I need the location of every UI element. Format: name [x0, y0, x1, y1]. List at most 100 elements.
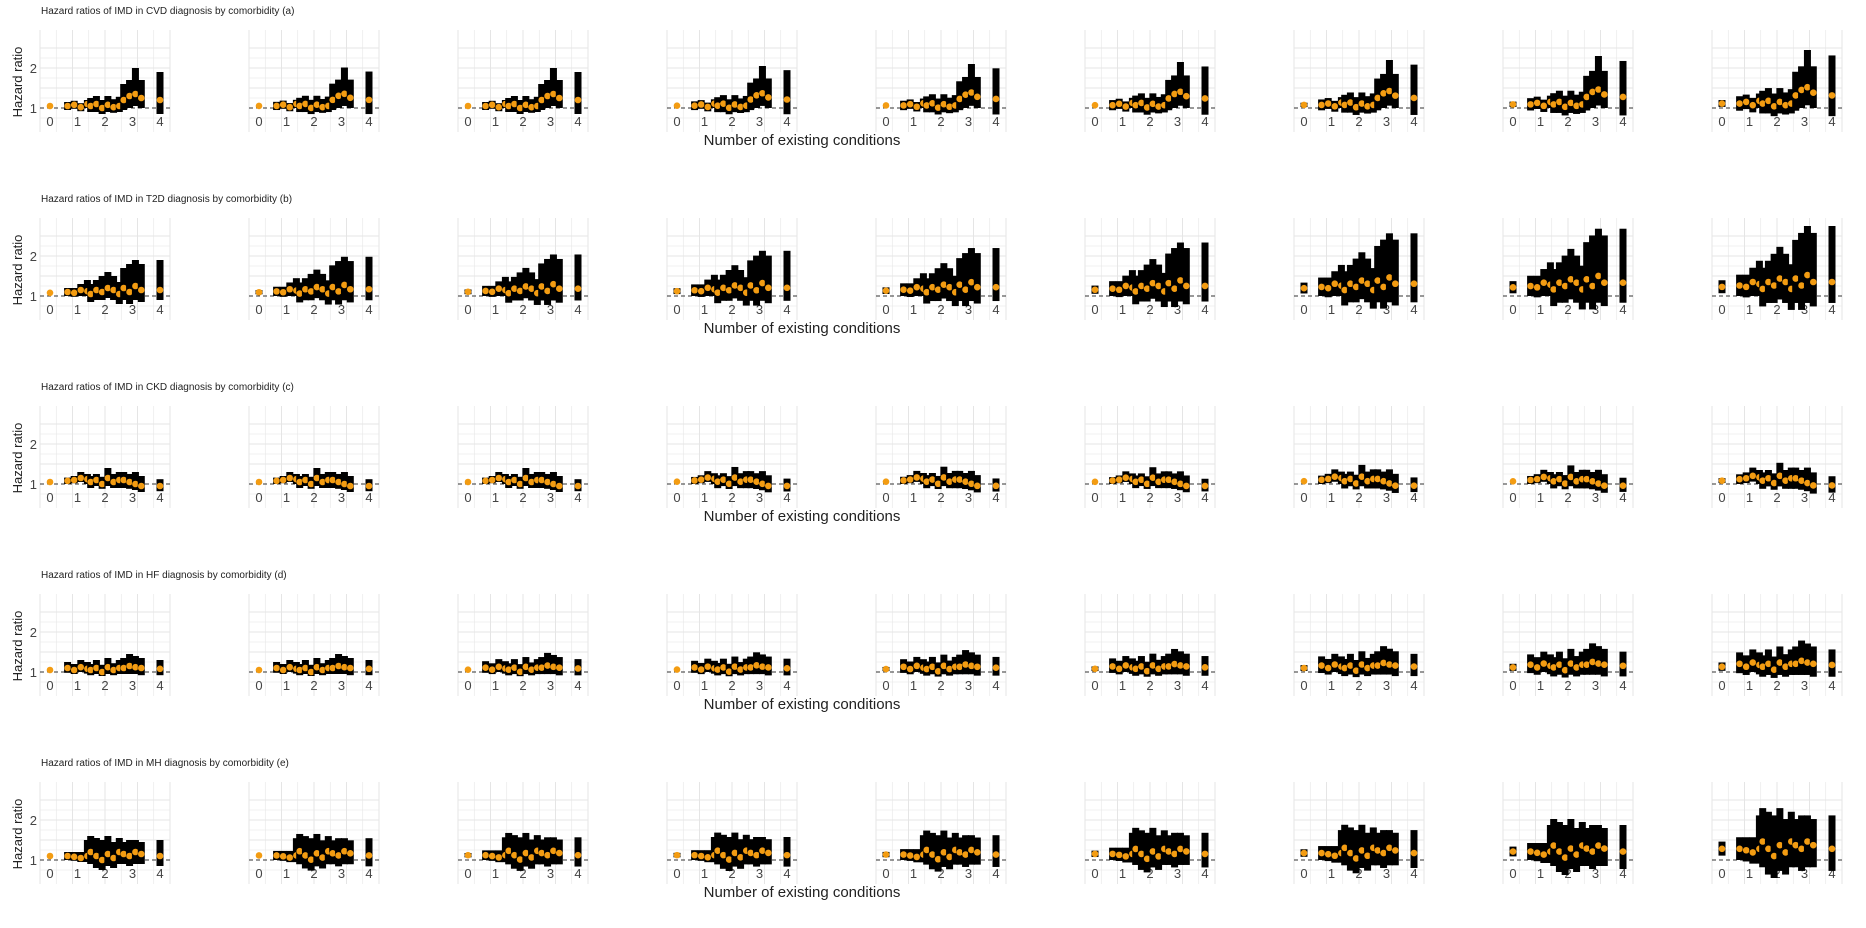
- hazard-ratio-point: [538, 849, 545, 857]
- hazard-ratio-point: [1149, 662, 1157, 669]
- x-tick-label: 1: [492, 114, 499, 129]
- x-tick-label: 3: [547, 866, 554, 881]
- hazard-ratio-point: [923, 288, 930, 296]
- hazard-ratio-point: [522, 283, 530, 290]
- hazard-ratio-point: [120, 850, 127, 858]
- x-tick-label: 1: [910, 302, 917, 317]
- x-tick-label: 1: [492, 866, 499, 881]
- hazard-ratio-point: [783, 284, 791, 292]
- x-tick-label: 2: [310, 866, 317, 881]
- hazard-ratio-point: [747, 849, 754, 857]
- hazard-ratio-point: [725, 668, 733, 676]
- hazard-ratio-point: [544, 287, 551, 295]
- hazard-ratio-point: [1567, 99, 1575, 107]
- hazard-ratio-point: [87, 290, 94, 298]
- hazard-ratio-point: [720, 100, 727, 107]
- hazard-ratio-point: [1155, 853, 1162, 860]
- x-tick-label: 4: [1201, 114, 1208, 129]
- hazard-ratio-point: [1331, 280, 1339, 288]
- hazard-ratio-point: [1410, 663, 1418, 670]
- hazard-ratio-point: [70, 289, 78, 297]
- x-tick-label: 3: [965, 302, 972, 317]
- hazard-ratio-point: [913, 853, 921, 861]
- hazard-ratio-point: [341, 90, 348, 98]
- hazard-ratio-point: [1792, 474, 1799, 482]
- hazard-ratio-point: [329, 850, 337, 857]
- hazard-ratio-point: [906, 100, 914, 108]
- x-tick-label: 0: [882, 114, 889, 129]
- hazard-ratio-point: [302, 664, 309, 672]
- hazard-ratio-point: [697, 287, 705, 295]
- hazard-ratio-point: [77, 103, 85, 111]
- hazard-ratio-point: [1619, 848, 1627, 855]
- hazard-ratio-point: [126, 478, 133, 486]
- x-tick-label: 4: [365, 302, 372, 317]
- x-axis-title: Number of existing conditions: [704, 132, 901, 149]
- x-tick-label: 0: [46, 114, 53, 129]
- hazard-ratio-point: [968, 89, 975, 96]
- confidence-interval: [1803, 467, 1811, 492]
- hazard-ratio-point: [64, 852, 71, 860]
- hazard-ratio-point: [1138, 282, 1145, 290]
- confidence-interval: [549, 254, 557, 301]
- hazard-ratio-point: [747, 96, 754, 103]
- hazard-ratio-point: [992, 482, 1000, 490]
- hazard-ratio-point: [1556, 475, 1563, 483]
- x-tick-label: 0: [1718, 490, 1725, 505]
- x-tick-label: 3: [1592, 114, 1599, 129]
- hazard-ratio-point: [1183, 92, 1190, 100]
- x-tick-label: 4: [783, 114, 790, 129]
- hazard-ratio-point: [697, 666, 705, 673]
- hazard-ratio-point: [1828, 278, 1836, 286]
- x-tick-label: 2: [1146, 302, 1153, 317]
- confidence-interval: [940, 263, 948, 299]
- hazard-ratio-point: [968, 846, 975, 854]
- hazard-ratio-point: [956, 663, 963, 671]
- hazard-ratio-point: [505, 478, 512, 486]
- confidence-interval: [1358, 824, 1366, 868]
- x-tick-label: 1: [701, 678, 708, 693]
- hazard-ratio-point: [1109, 850, 1116, 858]
- hazard-ratio-point: [286, 854, 294, 861]
- hazard-ratio-point: [1341, 286, 1348, 294]
- x-tick-label: 2: [937, 866, 944, 881]
- y-axis-label: Hazard ratio: [10, 611, 25, 682]
- confidence-interval: [555, 258, 563, 303]
- confidence-interval: [574, 254, 582, 301]
- hazard-ratio-point: [335, 662, 342, 670]
- x-axis-title: Number of existing conditions: [704, 320, 901, 337]
- hazard-ratio-point: [1201, 95, 1209, 102]
- hazard-ratio-point: [511, 285, 518, 293]
- x-tick-label: 1: [74, 114, 81, 129]
- hazard-ratio-point: [1601, 279, 1608, 286]
- hazard-ratio-point: [528, 666, 535, 674]
- confidence-interval: [1594, 469, 1602, 491]
- hazard-ratio-point: [1759, 285, 1766, 293]
- confidence-interval: [1803, 50, 1811, 106]
- row-title: Hazard ratios of IMD in CKD diagnosis by…: [41, 382, 294, 393]
- hazard-ratio-point: [714, 478, 721, 486]
- hazard-ratio-point: [737, 284, 744, 292]
- hazard-ratio-point: [574, 851, 582, 859]
- x-tick-label: 2: [1355, 114, 1362, 129]
- confidence-interval: [992, 248, 1000, 302]
- hazard-ratio-point: [913, 662, 921, 670]
- x-tick-label: 2: [1355, 302, 1362, 317]
- hazard-ratio-point: [1364, 477, 1371, 485]
- hazard-ratio-point: [1589, 88, 1596, 96]
- hazard-ratio-point: [1619, 482, 1627, 490]
- x-tick-label: 0: [882, 490, 889, 505]
- hazard-ratio-point: [1318, 476, 1325, 484]
- hazard-ratio-point: [1331, 852, 1339, 860]
- confidence-interval: [747, 260, 755, 301]
- confidence-interval: [1798, 232, 1806, 310]
- hazard-ratio-point: [1318, 849, 1325, 857]
- hazard-ratio-point: [1122, 103, 1130, 110]
- x-tick-label: 3: [1801, 866, 1808, 881]
- confidence-interval: [1803, 226, 1811, 303]
- hazard-ratio-point: [1122, 282, 1130, 290]
- hazard-ratio-point: [464, 478, 472, 486]
- hazard-ratio-point: [255, 288, 263, 296]
- hazard-ratio-point: [962, 286, 969, 294]
- hazard-ratio-point: [93, 286, 100, 294]
